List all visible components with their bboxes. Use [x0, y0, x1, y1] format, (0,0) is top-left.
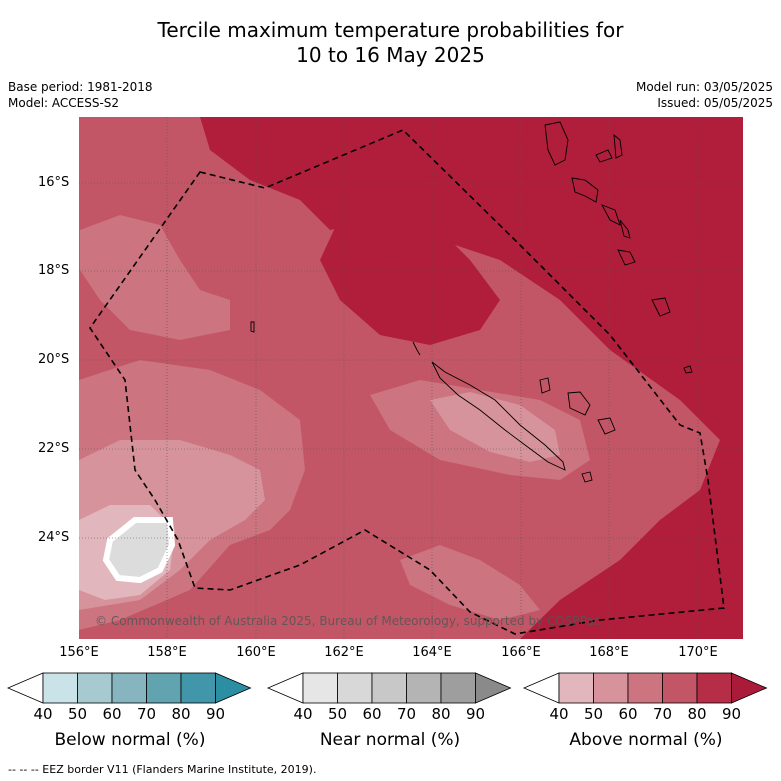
colorbar-near-tick: 80: [431, 705, 451, 723]
region-above-80-90-north: [320, 210, 500, 345]
title-line-2: 10 to 16 May 2025: [296, 43, 485, 67]
colorbar-near-bin-5: [440, 672, 476, 704]
coastlines: [250, 121, 693, 483]
lat-label-20s: 20°S: [38, 352, 70, 367]
colorbar-above-max-extend: [731, 672, 768, 704]
lon-label-156e: 156°E: [59, 645, 99, 660]
colorbar-near-tick: 70: [396, 705, 417, 723]
issued-date: Issued: 05/05/2025: [657, 96, 773, 110]
region-above-60-70-b: [80, 215, 230, 340]
eez-border: [89, 129, 725, 635]
colorbar-near: [266, 672, 512, 704]
lon-label-162e: 162°E: [324, 645, 364, 660]
grid-lines: [79, 117, 743, 639]
colorbar-above-bin-2: [593, 672, 629, 704]
base-period: Base period: 1981-2018: [8, 80, 153, 94]
colorbar-below-tick: 90: [205, 705, 226, 723]
colorbar-above-bin-4: [662, 672, 698, 704]
region-above-60-70-d: [400, 545, 540, 620]
eez-footnote: -- -- -- EEZ border V11 (Flanders Marine…: [8, 763, 317, 776]
meta-right: Model run: 03/05/2025 Issued: 05/05/2025: [636, 79, 773, 111]
lon-label-170e: 170°E: [678, 645, 718, 660]
model-run: Model run: 03/05/2025: [635, 80, 773, 94]
colorbar-above-tick: 80: [687, 705, 707, 723]
lat-label-18s: 18°S: [38, 263, 70, 278]
colorbar-title-near: Near normal (%): [319, 730, 461, 750]
colorbar-above-tick: 90: [721, 705, 742, 723]
title-line-1: Tercile maximum temperature probabilitie…: [157, 18, 624, 42]
colorbar-above: [522, 672, 768, 704]
colorbar-above-tick: 70: [652, 705, 673, 723]
colorbar-below-tick: 50: [67, 705, 88, 723]
colorbar-near-bin-2: [337, 672, 373, 704]
colorbar-below-bin-2: [77, 672, 113, 704]
region-above-80-90: [200, 117, 743, 639]
lon-label-158e: 158°E: [147, 645, 187, 660]
colorbar-below-max-extend: [215, 672, 252, 704]
colorbar-near-tick: 40: [293, 705, 313, 723]
lat-label-24s: 24°S: [38, 530, 70, 545]
colorbars: [6, 672, 768, 704]
page-title: Tercile maximum temperature probabilitie…: [0, 18, 781, 68]
colorbar-below-tick: 80: [171, 705, 191, 723]
colorbar-near-bin-1: [302, 672, 338, 704]
vanuatu: [544, 121, 569, 166]
colorbar-near-bin-3: [371, 672, 407, 704]
colorbar-above-bin-5: [696, 672, 732, 704]
colorbar-title-below: Below normal (%): [54, 730, 206, 750]
lat-label-22s: 22°S: [38, 441, 70, 456]
lon-label-168e: 168°E: [589, 645, 629, 660]
colorbar-below-tick: 60: [102, 705, 122, 723]
colorbar-below-bin-3: [111, 672, 147, 704]
colorbar-above-bin-1: [558, 672, 594, 704]
colorbar-near-max-extend: [475, 672, 512, 704]
meta-left: Base period: 1981-2018 Model: ACCESS-S2: [8, 79, 153, 111]
colorbar-title-above: Above normal (%): [569, 730, 723, 750]
new-caledonia: [431, 361, 566, 471]
colorbar-above-bin-3: [627, 672, 663, 704]
colorbar-above-min-extend: [522, 672, 560, 704]
lon-label-160e: 160°E: [236, 645, 276, 660]
lon-label-164e: 164°E: [412, 645, 452, 660]
colorbar-below-tick: 40: [33, 705, 53, 723]
colorbar-near-bin-4: [406, 672, 442, 704]
region-above-50-60-b: [430, 392, 560, 462]
lat-label-16s: 16°S: [38, 175, 70, 190]
colorbar-above-tick: 50: [583, 705, 604, 723]
colorbar-below-tick: 70: [136, 705, 157, 723]
lon-label-166e: 166°E: [501, 645, 541, 660]
colorbar-above-tick: 40: [549, 705, 569, 723]
region-near-normal: [102, 517, 176, 584]
copyright-credit: © Commonwealth of Australia 2025, Bureau…: [95, 614, 601, 628]
model-name: Model: ACCESS-S2: [8, 96, 120, 110]
colorbar-near-tick: 90: [465, 705, 486, 723]
colorbar-above-tick: 60: [618, 705, 638, 723]
colorbar-below-min-extend: [6, 672, 44, 704]
colorbar-near-min-extend: [266, 672, 304, 704]
colorbar-near-tick: 50: [327, 705, 348, 723]
colorbar-below-bin-5: [180, 672, 216, 704]
colorbar-below-bin-4: [146, 672, 182, 704]
colorbar-below-bin-1: [42, 672, 78, 704]
colorbar-below: [6, 672, 252, 704]
colorbar-near-tick: 60: [362, 705, 382, 723]
